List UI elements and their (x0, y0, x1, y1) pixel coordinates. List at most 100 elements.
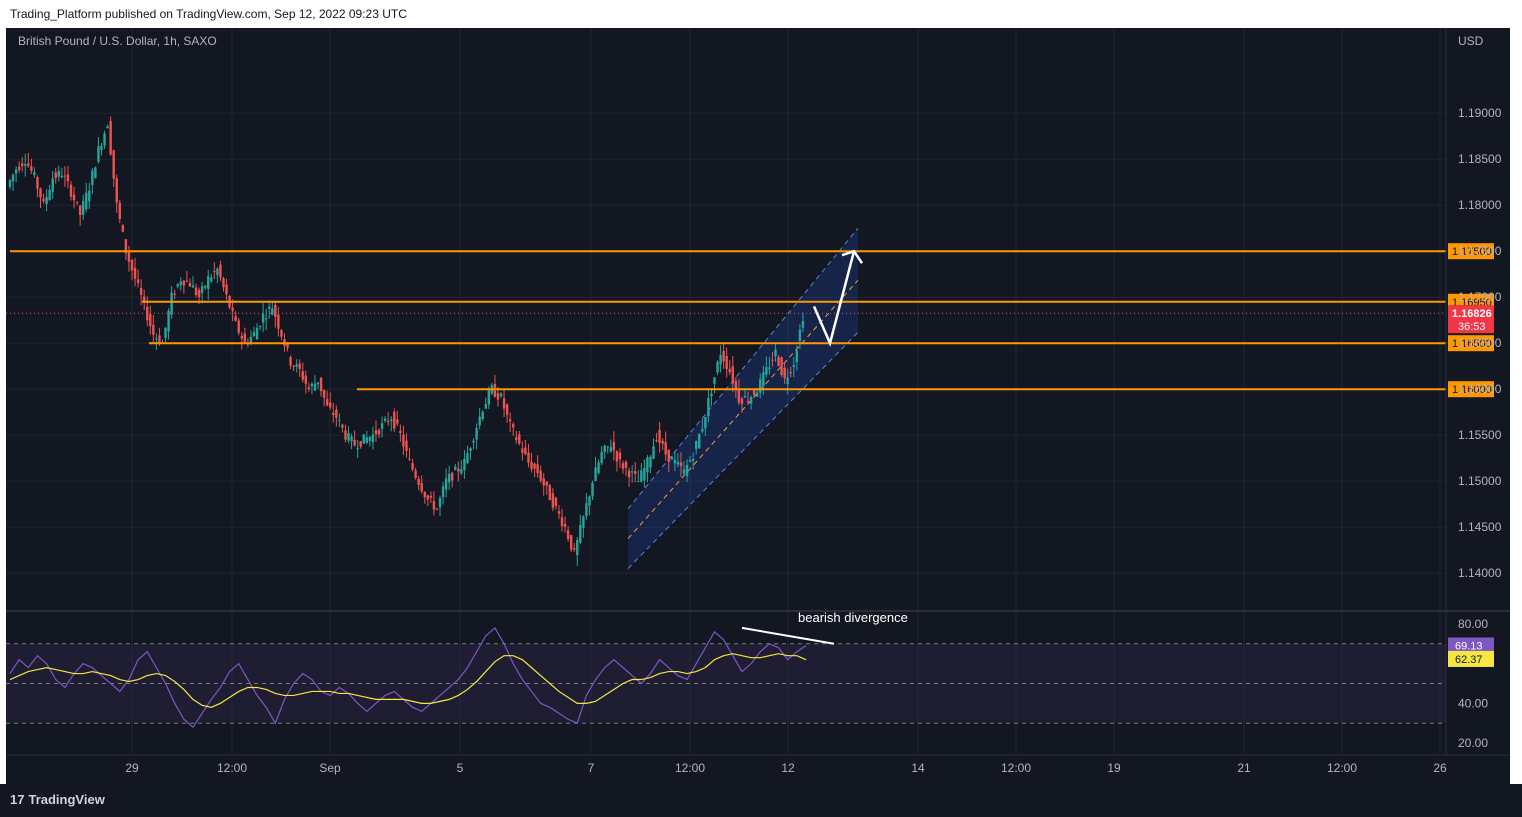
candle-body (301, 371, 304, 380)
candle-body (664, 442, 667, 455)
publish-info: Trading_Platform published on TradingVie… (10, 7, 407, 21)
candle-body (240, 335, 243, 339)
time-tick-label: 21 (1237, 761, 1251, 775)
price-tick-label: 1.15500 (1458, 428, 1502, 442)
candle-body (167, 310, 170, 332)
candle-body (411, 463, 414, 470)
candle-body (676, 461, 680, 465)
candle-body (292, 365, 295, 367)
candle-body (725, 355, 728, 369)
candle-body (130, 260, 134, 271)
candle-body (667, 449, 670, 462)
candle-body (359, 441, 362, 447)
candle-body (91, 170, 94, 186)
candle-body (438, 497, 442, 508)
channel-lower-line (627, 331, 859, 569)
price-chart-svg[interactable]: 1.175001.169501.165001.160001.1682636:53… (6, 28, 1510, 784)
candle-body (627, 470, 631, 478)
price-tick-label: 1.19000 (1458, 106, 1502, 120)
projection-arrow (812, 249, 864, 348)
candle-body (365, 437, 369, 443)
candle-body (719, 355, 722, 365)
candle-body (591, 482, 594, 497)
candle-body (783, 367, 786, 379)
candle-body (325, 399, 329, 406)
candle-body (329, 402, 332, 408)
candle-body (582, 516, 585, 528)
time-axis[interactable]: 29 12:00 Sep 5 7 12:00 12 14 12:00 19 21 12:00 26 (6, 754, 1510, 775)
candle-body (155, 338, 158, 340)
divergence-label: bearish divergence (798, 610, 908, 625)
candle-body (42, 198, 45, 201)
candle-body (777, 357, 780, 366)
candle-body (606, 446, 609, 448)
candle-body (801, 320, 805, 328)
candle-body (594, 467, 597, 482)
candle-body (557, 511, 561, 514)
candle-body (420, 482, 423, 492)
candle-body (652, 446, 655, 459)
candle-body (429, 495, 433, 498)
candle-body (121, 225, 125, 232)
candle-body (600, 451, 603, 464)
time-tick-label: 26 (1433, 761, 1447, 775)
candle-body (658, 429, 661, 443)
candle-body (487, 390, 491, 405)
candle-body (268, 306, 271, 309)
candle-body (69, 184, 73, 197)
time-tick-label: 5 (457, 761, 464, 775)
candle-body (396, 419, 399, 424)
candle-body (749, 397, 753, 404)
candle-body (746, 400, 750, 402)
candle-body (499, 393, 503, 397)
candle-body (695, 441, 698, 450)
candle-body (463, 458, 466, 471)
chart-area[interactable]: 1.17500 1.16950 1.16500 1.16000 1.16826 36:53… (6, 28, 1510, 784)
tradingview-logo[interactable]: 17 TradingView (10, 792, 105, 807)
candle-body (332, 412, 335, 415)
candle-body (634, 471, 637, 474)
last-price-tag (1448, 305, 1494, 334)
candle-body (322, 389, 326, 398)
candle-body (368, 437, 372, 441)
candle-body (255, 328, 259, 340)
candle-body (350, 436, 353, 442)
candle-body (768, 367, 771, 370)
candle-body (173, 293, 176, 295)
countdown-label: 36:53 (1458, 321, 1486, 333)
time-tick-label: 14 (911, 761, 925, 775)
candle-body (673, 459, 677, 464)
candle-body (536, 464, 539, 474)
candle-body (505, 404, 509, 415)
brand-name: TradingView (28, 792, 105, 807)
candle-body (362, 434, 365, 444)
price-tick-label: 1.14500 (1458, 520, 1502, 534)
candle-body (353, 439, 356, 446)
candle-body (149, 313, 152, 326)
candle-body (231, 307, 234, 311)
candle-body (295, 364, 298, 367)
candle-body (75, 201, 79, 203)
time-tick-label: 19 (1107, 761, 1121, 775)
candle-body (447, 474, 451, 483)
candle-body (469, 448, 472, 452)
candle-body (179, 281, 182, 286)
candle-body (573, 548, 576, 550)
candle-body (20, 163, 24, 167)
candle-body (313, 383, 317, 391)
candle-body (478, 416, 481, 426)
candle-body (786, 377, 789, 385)
candle-body (277, 314, 280, 329)
time-tick-label: 12 (781, 761, 795, 775)
candle-body (194, 287, 198, 296)
candle-body (527, 452, 530, 463)
price-axis[interactable]: 1.19000 1.18500 1.18000 1.17500 1.17000 1.165… (1445, 28, 1502, 755)
candle-body (383, 418, 387, 421)
candle-body (655, 440, 658, 442)
candle-body (380, 423, 384, 430)
level-tag (1448, 381, 1494, 398)
candle-body (124, 239, 128, 254)
candle-body (88, 190, 91, 202)
footer-bar: 17 TradingView (0, 784, 1522, 817)
candle-body (390, 419, 393, 422)
